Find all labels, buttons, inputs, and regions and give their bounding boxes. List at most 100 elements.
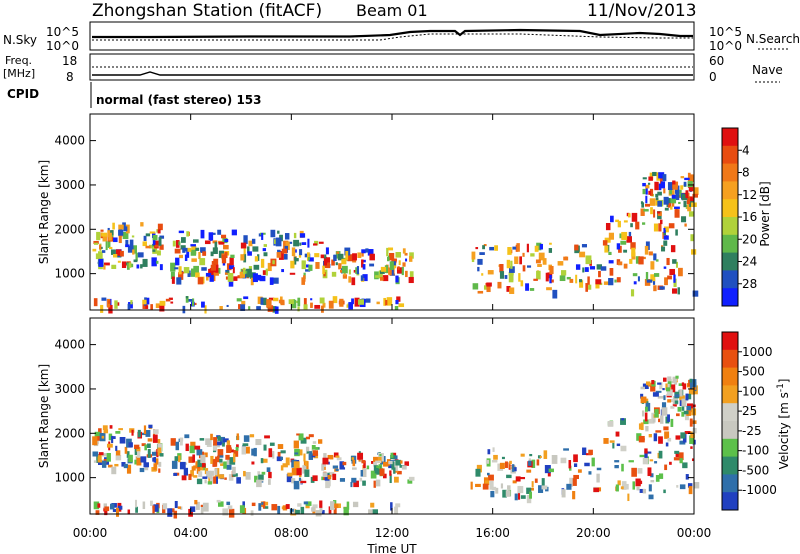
power-scatter-cell (600, 266, 607, 271)
velocity-scatter-cell (225, 454, 230, 460)
velocity-scatter-cell (261, 501, 264, 505)
velocity-scatter-cell (526, 469, 532, 473)
x-tick-label: 00:00 (73, 526, 108, 540)
power-scatter-cell (109, 230, 114, 236)
velocity-scatter-cell (517, 486, 524, 494)
power-scatter-cell (318, 241, 324, 244)
power-scatter-cell (113, 237, 118, 243)
velocity-scatter-cell (205, 438, 211, 445)
velocity-scatter-cell (134, 499, 138, 508)
velocity-scatter-cell (667, 378, 672, 388)
velocity-scatter-cell (149, 500, 153, 506)
velocity-scatter-cell (232, 466, 236, 475)
velocity-scatter-cell (673, 457, 680, 461)
velocity-scatter-cell (191, 466, 196, 471)
velocity-scatter-cell (104, 506, 110, 512)
velocity-scatter-cell (681, 411, 685, 417)
velocity-scatter-cell (312, 441, 317, 444)
velocity-scatter-cell (536, 459, 540, 466)
power-scatter-cell (193, 265, 199, 275)
velocity-scatter-cell (185, 443, 189, 452)
velocity-scatter-cell (648, 418, 655, 424)
power-scatter-cell (301, 260, 306, 270)
velocity-scatter-cell (537, 455, 542, 459)
power-scatter-cell (526, 265, 532, 268)
velocity-scatter-cell (573, 454, 578, 463)
power-colorbar-segment (722, 288, 738, 307)
power-scatter-cell (182, 247, 186, 253)
velocity-scatter-cell (202, 502, 209, 512)
velocity-scatter-cell (379, 453, 382, 457)
velocity-scatter-cell (173, 510, 178, 519)
velocity-scatter-cell (627, 493, 630, 502)
velocity-scatter-cell (114, 463, 119, 467)
velocity-scatter-cell (493, 454, 498, 460)
velocity-scatter-cell (680, 432, 686, 439)
power-scatter-cell (154, 244, 159, 248)
velocity-scatter-cell (250, 510, 254, 516)
velocity-yticks: 1000 2000 3000 4000 (54, 338, 694, 485)
velocity-scatter-cell (366, 465, 370, 470)
velocity-scatter-cell (319, 500, 323, 508)
power-scatter-cell (595, 279, 602, 285)
power-scatter-cell (158, 237, 162, 246)
noise-left-tick-bottom: 10^0 (46, 39, 79, 53)
power-scatter-cell (214, 241, 218, 248)
power-scatter-cell (328, 300, 334, 309)
velocity-scatter-cell (256, 479, 262, 488)
power-scatter-cell (549, 265, 554, 275)
power-scatter-cell (257, 296, 263, 304)
velocity-scatter-cell (157, 447, 162, 456)
velocity-scatter-cell (514, 467, 517, 472)
velocity-scatter-cell (689, 418, 693, 427)
power-scatter-cell (243, 253, 247, 263)
velocity-scatter-cell (616, 443, 621, 447)
velocity-scatter-cell (531, 481, 534, 488)
power-scatter-cell (642, 222, 646, 225)
velocity-scatter-cell (647, 451, 652, 454)
power-scatter-cell (395, 275, 399, 283)
power-colorbar-segment (722, 270, 738, 289)
power-scatter-cell (128, 302, 133, 309)
power-scatter-cell (159, 244, 164, 250)
power-scatter-cell (645, 195, 648, 204)
velocity-scatter-cell (282, 463, 288, 468)
power-scatter-cell (361, 259, 364, 268)
power-scatter-cell (499, 271, 505, 279)
velocity-scatter-cell (339, 461, 345, 470)
velocity-scatter-cell (239, 505, 245, 514)
velocity-scatter-cell (173, 472, 178, 476)
velocity-scatter-cell (223, 461, 227, 469)
power-scatter-cell (248, 306, 251, 311)
velocity-scatter-cell (588, 449, 593, 455)
power-scatter-cell (596, 264, 603, 270)
power-scatter-cell (136, 264, 140, 269)
velocity-scatter-cell (312, 475, 318, 482)
power-scatter-cell (587, 276, 590, 285)
velocity-scatter-cell (227, 447, 232, 451)
power-scatter-cell (657, 200, 663, 207)
power-scatter-cell (171, 276, 175, 284)
power-scatter-cell (142, 258, 148, 267)
velocity-scatter-cell (390, 502, 393, 511)
power-scatter-cell (678, 201, 681, 205)
velocity-scatter-cell (210, 455, 214, 464)
velocity-scatter-cell (664, 431, 670, 439)
power-scatter-cell (662, 231, 665, 239)
power-scatter-cell (159, 305, 165, 312)
velocity-scatter-cell (195, 501, 200, 510)
power-scatter-cell (243, 248, 246, 255)
velocity-scatter-cell (612, 442, 615, 449)
power-scatter-cell (357, 299, 364, 305)
power-scatter-cell (663, 266, 667, 269)
velocity-scatter-cell (352, 459, 356, 467)
velocity-scatter-cell (219, 436, 226, 445)
velocity-scatter-cell (94, 431, 101, 437)
velocity-scatter-cell (93, 460, 97, 463)
velocity-scatter-cell (148, 424, 153, 429)
power-scatter-cell (341, 258, 347, 265)
velocity-scatter-cell (140, 456, 147, 463)
power-scatter-cell (324, 254, 327, 259)
power-scatter-cell (233, 276, 238, 281)
velocity-scatter-cell (362, 480, 366, 486)
